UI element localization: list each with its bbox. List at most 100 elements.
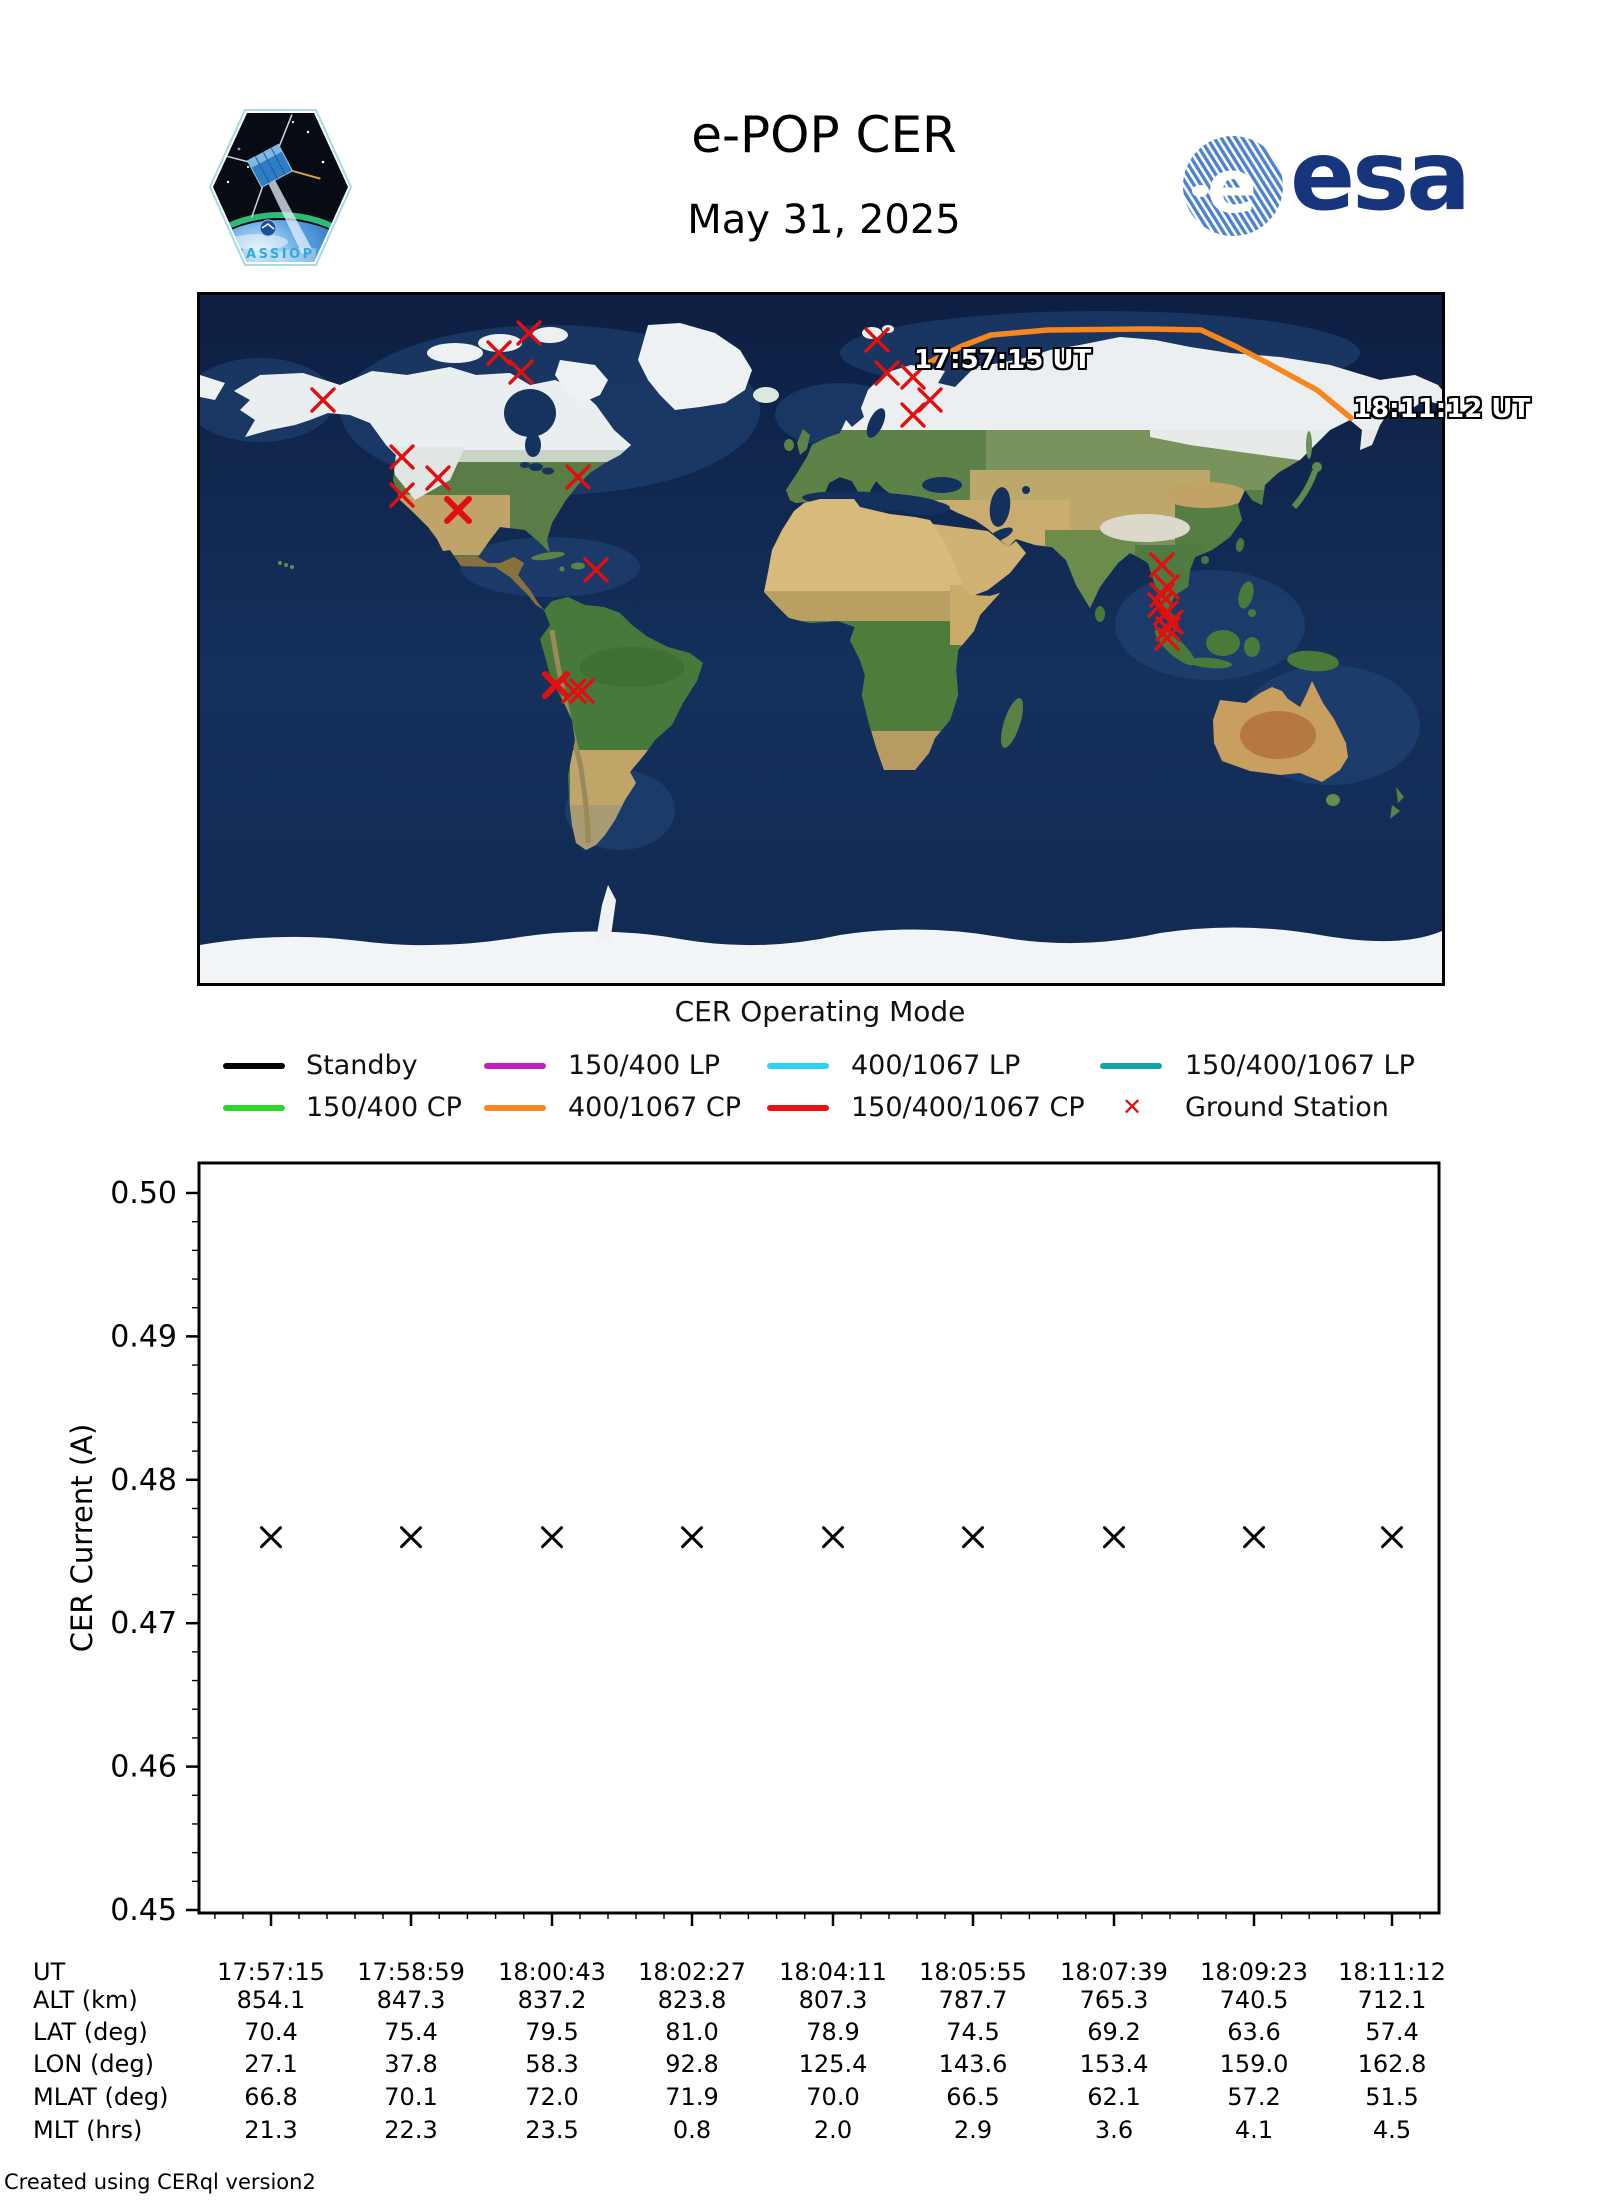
table-cell: 153.4 xyxy=(1079,2050,1149,2078)
data-point-marker xyxy=(681,1526,703,1549)
ground-station-marker xyxy=(864,327,890,353)
patch-agency-roundel xyxy=(259,219,277,237)
table-cell: 18:04:11 xyxy=(779,1958,887,1986)
svg-text:e: e xyxy=(1207,144,1257,230)
track-start-time-label: 17:57:15 UT xyxy=(914,345,1092,375)
table-cell: 21.3 xyxy=(244,2116,298,2144)
table-cell: 18:00:43 xyxy=(498,1958,606,1986)
table-cell: 2.0 xyxy=(813,2116,853,2144)
arctic-islands xyxy=(200,323,1052,410)
ground-station-marker xyxy=(1158,609,1184,635)
ground-station-marker xyxy=(516,320,542,346)
legend-item-label: 400/1067 CP xyxy=(568,1092,742,1123)
table-cell: 37.8 xyxy=(384,2050,438,2078)
table-row-label: UT xyxy=(33,1958,66,1986)
legend-item-label: 150/400 LP xyxy=(568,1050,721,1081)
table-row-label: LAT (deg) xyxy=(33,2018,148,2046)
table-cell: 0.8 xyxy=(672,2116,712,2144)
table-cell: 17:58:59 xyxy=(357,1958,465,1986)
ground-station-marker xyxy=(389,444,415,470)
table-cell: 63.6 xyxy=(1227,2018,1281,2046)
table-cell: 143.6 xyxy=(938,2050,1008,2078)
patch-beam xyxy=(268,180,312,254)
table-cell: 17:57:15 xyxy=(217,1958,325,1986)
cassiope-mission-patch: CASSIOPE xyxy=(208,109,353,266)
ground-station-marker xyxy=(561,678,587,704)
table-row-label: MLT (hrs) xyxy=(33,2116,143,2144)
map-image xyxy=(200,295,1442,983)
table-cell: 22.3 xyxy=(384,2116,438,2144)
table-cell: 71.9 xyxy=(665,2083,719,2111)
data-point-marker xyxy=(1243,1526,1265,1549)
table-cell: 57.2 xyxy=(1227,2083,1281,2111)
table-cell: 23.5 xyxy=(525,2116,579,2144)
ground-station-marker xyxy=(874,360,900,386)
data-point-marker xyxy=(541,1526,563,1549)
esa-globe-icon: e xyxy=(1183,136,1283,236)
table-cell: 712.1 xyxy=(1357,1986,1427,2014)
table-cell: 807.3 xyxy=(798,1986,868,2014)
table-cell: 787.7 xyxy=(938,1986,1008,2014)
data-point-marker xyxy=(260,1526,282,1549)
esa-logo: e esa xyxy=(1182,126,1472,240)
table-cell: 837.2 xyxy=(517,1986,587,2014)
table-cell: 3.6 xyxy=(1094,2116,1134,2144)
patch-label: CASSIOPE xyxy=(234,247,326,262)
table-cell: 57.4 xyxy=(1365,2018,1419,2046)
y-axis-label: CER Current (A) xyxy=(65,1424,99,1653)
ground-station-marker xyxy=(565,464,591,490)
y-axis-tick-label: 0.47 xyxy=(110,1606,177,1641)
table-cell: 823.8 xyxy=(657,1986,727,2014)
world-map xyxy=(197,292,1445,986)
ground-station-marker xyxy=(1155,616,1181,642)
patch-satellite xyxy=(214,114,321,218)
plot-border xyxy=(197,1161,1441,1915)
orbit-track-line xyxy=(927,326,1354,421)
data-point-marker xyxy=(962,1526,984,1549)
table-cell: 74.5 xyxy=(946,2018,1000,2046)
table-cell: 66.8 xyxy=(244,2083,298,2111)
y-axis-tick-label: 0.48 xyxy=(110,1463,177,1498)
data-point-marker xyxy=(1381,1526,1403,1549)
legend-item-label: 400/1067 LP xyxy=(851,1050,1021,1081)
map-caption: CER Operating Mode xyxy=(674,995,966,1028)
table-cell: 58.3 xyxy=(525,2050,579,2078)
table-cell: 740.5 xyxy=(1219,1986,1289,2014)
ground-station-marker xyxy=(486,340,512,366)
y-axis-tick-label: 0.50 xyxy=(110,1176,177,1211)
table-cell: 4.5 xyxy=(1372,2116,1412,2144)
ground-station-marker xyxy=(444,496,472,524)
table-cell: 78.9 xyxy=(806,2018,860,2046)
table-cell: 70.0 xyxy=(806,2083,860,2111)
track-end-time-label: 18:11:12 UT xyxy=(1353,394,1531,424)
ground-station-marker xyxy=(508,359,534,385)
legend-swatch-line xyxy=(767,1105,829,1111)
table-cell: 18:09:23 xyxy=(1200,1958,1308,1986)
table-cell: 70.1 xyxy=(384,2083,438,2111)
legend-swatch-line xyxy=(484,1105,546,1111)
footer-credit: Created using CERql version2 xyxy=(4,2170,316,2194)
table-cell: 66.5 xyxy=(946,2083,1000,2111)
table-row-label: LON (deg) xyxy=(33,2050,154,2078)
esa-wordmark: esa xyxy=(1290,120,1471,232)
legend-ground-station-icon: ✕ xyxy=(1122,1093,1143,1121)
data-point-marker xyxy=(1103,1526,1125,1549)
legend-swatch-line xyxy=(767,1063,829,1069)
table-cell: 51.5 xyxy=(1365,2083,1419,2111)
page-date: May 31, 2025 xyxy=(687,197,961,243)
table-cell: 765.3 xyxy=(1079,1986,1149,2014)
ground-station-marker xyxy=(389,482,415,508)
table-cell: 72.0 xyxy=(525,2083,579,2111)
ground-station-marker xyxy=(1154,625,1180,651)
table-cell: 162.8 xyxy=(1357,2050,1427,2078)
table-cell: 69.2 xyxy=(1087,2018,1141,2046)
table-cell: 81.0 xyxy=(665,2018,719,2046)
table-row-label: ALT (km) xyxy=(33,1986,138,2014)
legend-swatch-line xyxy=(1100,1063,1162,1069)
ground-station-marker xyxy=(310,387,336,413)
table-cell: 79.5 xyxy=(525,2018,579,2046)
table-cell: 70.4 xyxy=(244,2018,298,2046)
table-cell: 125.4 xyxy=(798,2050,868,2078)
table-cell: 92.8 xyxy=(665,2050,719,2078)
